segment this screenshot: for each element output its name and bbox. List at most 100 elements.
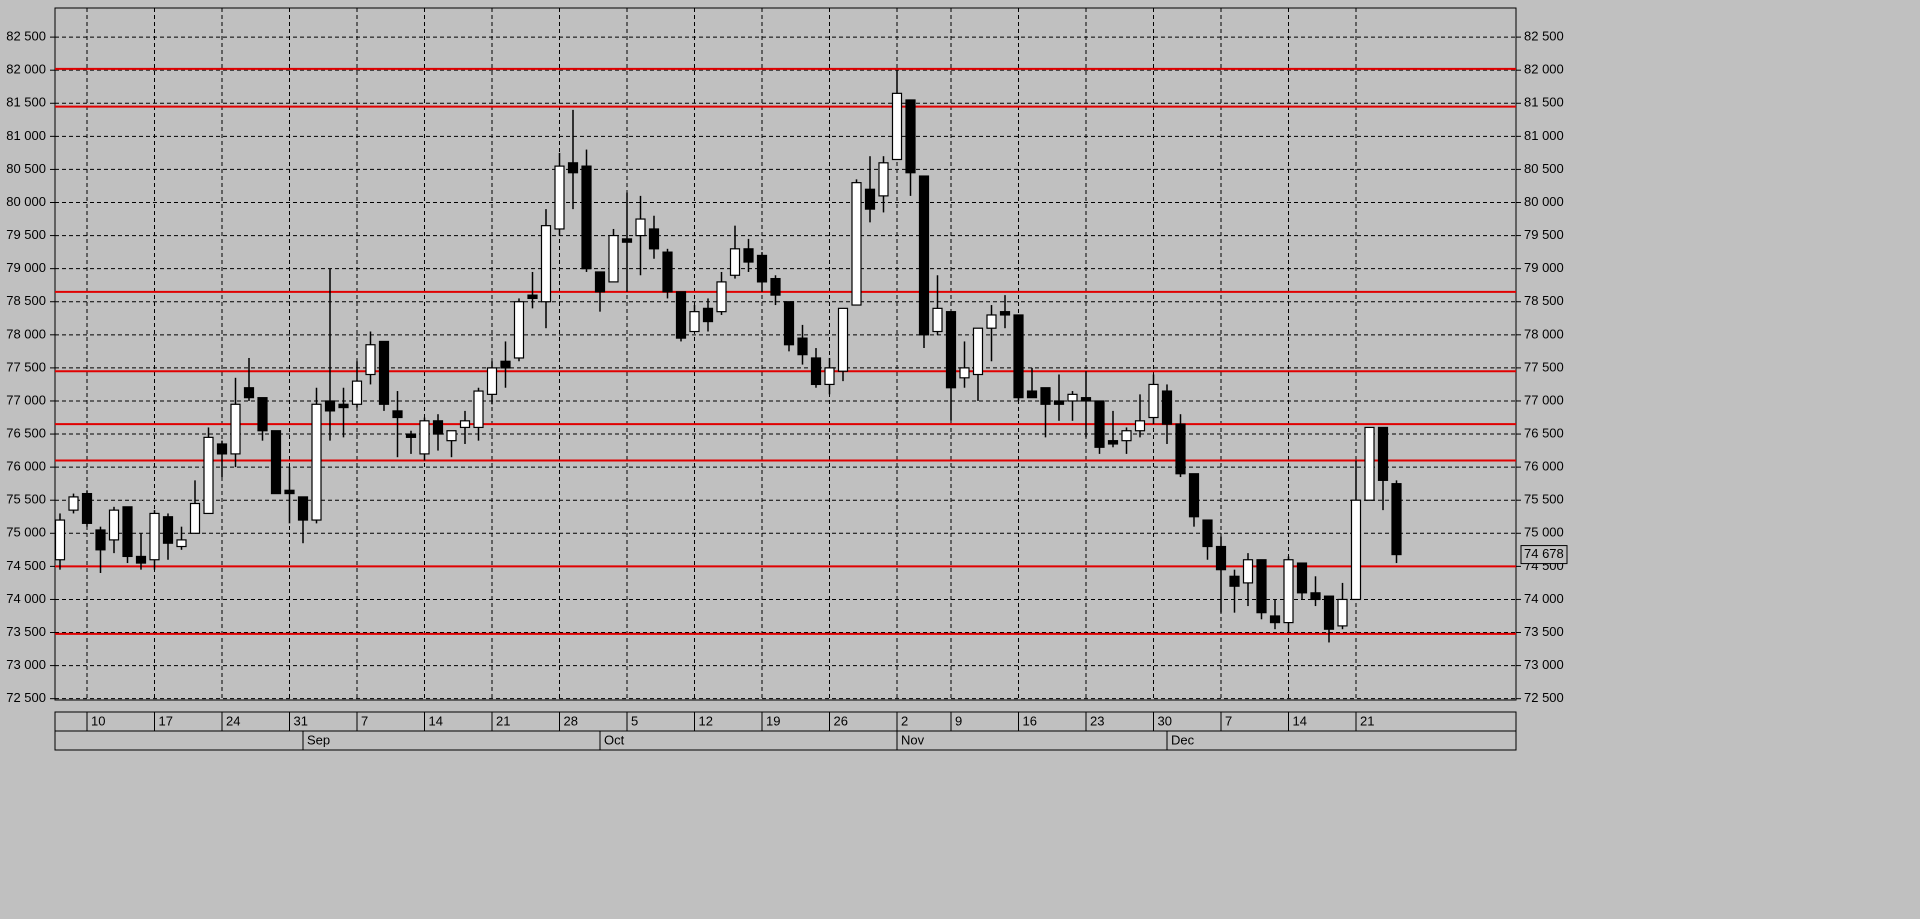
y-tick-label: 79 500 xyxy=(1524,227,1564,242)
candle-body xyxy=(635,218,646,237)
candle-body xyxy=(878,162,889,197)
candle-body xyxy=(162,516,174,544)
y-tick-label: 77 500 xyxy=(1524,359,1564,374)
y-tick-label: 75 000 xyxy=(1524,525,1564,540)
y-tick-label: 76 000 xyxy=(1524,459,1564,474)
candle-body xyxy=(1067,393,1078,402)
x-tick-label: 21 xyxy=(1360,713,1374,728)
y-tick-label: 81 000 xyxy=(6,128,46,143)
x-tick-label: 24 xyxy=(226,713,240,728)
candle-body xyxy=(230,403,241,455)
candle-body xyxy=(1296,562,1308,594)
y-tick-label: 75 500 xyxy=(6,492,46,507)
x-tick-label: 31 xyxy=(294,713,308,728)
candle-body xyxy=(783,301,795,346)
candle-body xyxy=(1242,559,1254,584)
candle-body xyxy=(203,436,214,515)
candle-body xyxy=(689,311,700,333)
candle-body xyxy=(1269,615,1281,624)
candle-body xyxy=(554,165,565,230)
candle-body xyxy=(527,294,538,300)
last-price-label: 74 678 xyxy=(1524,546,1564,561)
candle-body xyxy=(608,234,619,283)
candle-body xyxy=(459,420,471,429)
candle-body xyxy=(419,420,430,455)
candle-body xyxy=(1080,397,1092,402)
y-tick-label: 82 500 xyxy=(1524,29,1564,44)
candle-body xyxy=(756,254,768,283)
candle-body xyxy=(648,228,660,250)
x-tick-label: 19 xyxy=(766,713,780,728)
plot-frame xyxy=(54,7,1517,701)
candle-body xyxy=(81,492,93,524)
y-tick-label: 80 500 xyxy=(6,161,46,176)
candle-body xyxy=(95,529,106,551)
month-label: Oct xyxy=(604,732,625,747)
candle-body xyxy=(1283,559,1294,624)
candle-body xyxy=(216,443,228,455)
candle-body xyxy=(311,403,322,521)
candle-body xyxy=(837,307,849,372)
y-tick-label: 73 500 xyxy=(6,624,46,639)
candle-body xyxy=(189,502,201,534)
candle-body xyxy=(365,344,376,376)
y-tick-label: 81 500 xyxy=(6,95,46,110)
x-tick-label: 14 xyxy=(1293,713,1307,728)
y-tick-label: 78 000 xyxy=(6,326,46,341)
y-tick-label: 82 500 xyxy=(6,29,46,44)
x-tick-label: 2 xyxy=(901,713,908,728)
candle-body xyxy=(324,400,336,412)
x-tick-label: 16 xyxy=(1023,713,1037,728)
y-tick-label: 82 000 xyxy=(6,62,46,77)
y-tick-label: 74 000 xyxy=(6,591,46,606)
y-tick-label: 77 000 xyxy=(6,392,46,407)
x-tick-label: 9 xyxy=(955,713,962,728)
candle-body xyxy=(567,162,579,174)
y-tick-label: 77 000 xyxy=(1524,392,1564,407)
y-tick-label: 73 000 xyxy=(6,657,46,672)
candle-body xyxy=(338,403,349,409)
candle-body xyxy=(594,271,606,293)
candle-body xyxy=(1229,575,1240,587)
candle-body xyxy=(540,225,552,303)
y-tick-label: 73 500 xyxy=(1524,624,1564,639)
candle-body xyxy=(932,307,943,333)
candle-body xyxy=(1202,519,1213,548)
candle-body xyxy=(1161,390,1173,425)
candle-body xyxy=(1148,383,1159,419)
y-tick-label: 72 500 xyxy=(6,690,46,705)
candle-body xyxy=(581,165,592,270)
candle-body xyxy=(486,367,498,395)
x-tick-label: 28 xyxy=(564,713,578,728)
candle-body xyxy=(513,301,525,359)
last-price-box xyxy=(1520,545,1568,565)
y-tick-label: 81 500 xyxy=(1524,95,1564,110)
candle-body xyxy=(1107,440,1119,445)
candle-body xyxy=(1134,420,1146,432)
y-tick-label: 80 500 xyxy=(1524,161,1564,176)
candle-body xyxy=(864,188,876,210)
candle-body xyxy=(945,311,957,389)
x-tick-label: 12 xyxy=(699,713,713,728)
x-tick-label: 17 xyxy=(159,713,173,728)
candle-body xyxy=(54,519,66,561)
candle-body xyxy=(1121,430,1132,442)
candle-body xyxy=(122,506,133,558)
y-tick-label: 81 000 xyxy=(1524,128,1564,143)
candle-body xyxy=(743,248,754,263)
candle-body xyxy=(1040,387,1051,405)
candle-body xyxy=(851,182,862,306)
x-tick-label: 23 xyxy=(1090,713,1104,728)
candle-body xyxy=(392,410,403,419)
candle-body xyxy=(68,496,79,511)
candle-body xyxy=(1053,400,1065,405)
candle-body xyxy=(810,357,822,386)
y-tick-label: 75 500 xyxy=(1524,492,1564,507)
candle-body xyxy=(716,281,727,313)
y-tick-label: 76 500 xyxy=(6,425,46,440)
candle-body xyxy=(1310,592,1321,601)
candle-body xyxy=(446,430,457,442)
